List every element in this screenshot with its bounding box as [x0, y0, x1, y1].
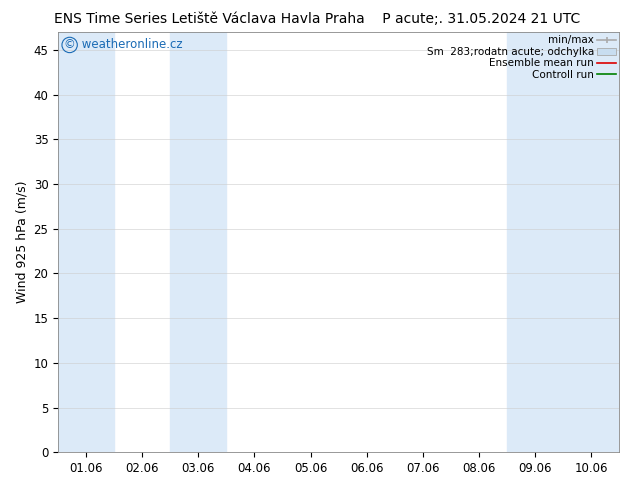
Bar [171, 32, 226, 452]
Text: weatheronline.cz: weatheronline.cz [78, 38, 183, 51]
Text: ENS Time Series Letiště Václava Havla Praha    P acute;. 31.05.2024 21 UTC: ENS Time Series Letiště Václava Havla Pr… [54, 12, 580, 26]
Legend: min/max, Sm  283;rodatn acute; odchylka, Ensemble mean run, Controll run: min/max, Sm 283;rodatn acute; odchylka, … [425, 33, 618, 82]
Bar [563, 32, 619, 452]
Bar [507, 32, 563, 452]
Bar [58, 32, 114, 452]
Text: ©: © [64, 38, 75, 51]
Y-axis label: Wind 925 hPa (m/s): Wind 925 hPa (m/s) [15, 181, 28, 303]
